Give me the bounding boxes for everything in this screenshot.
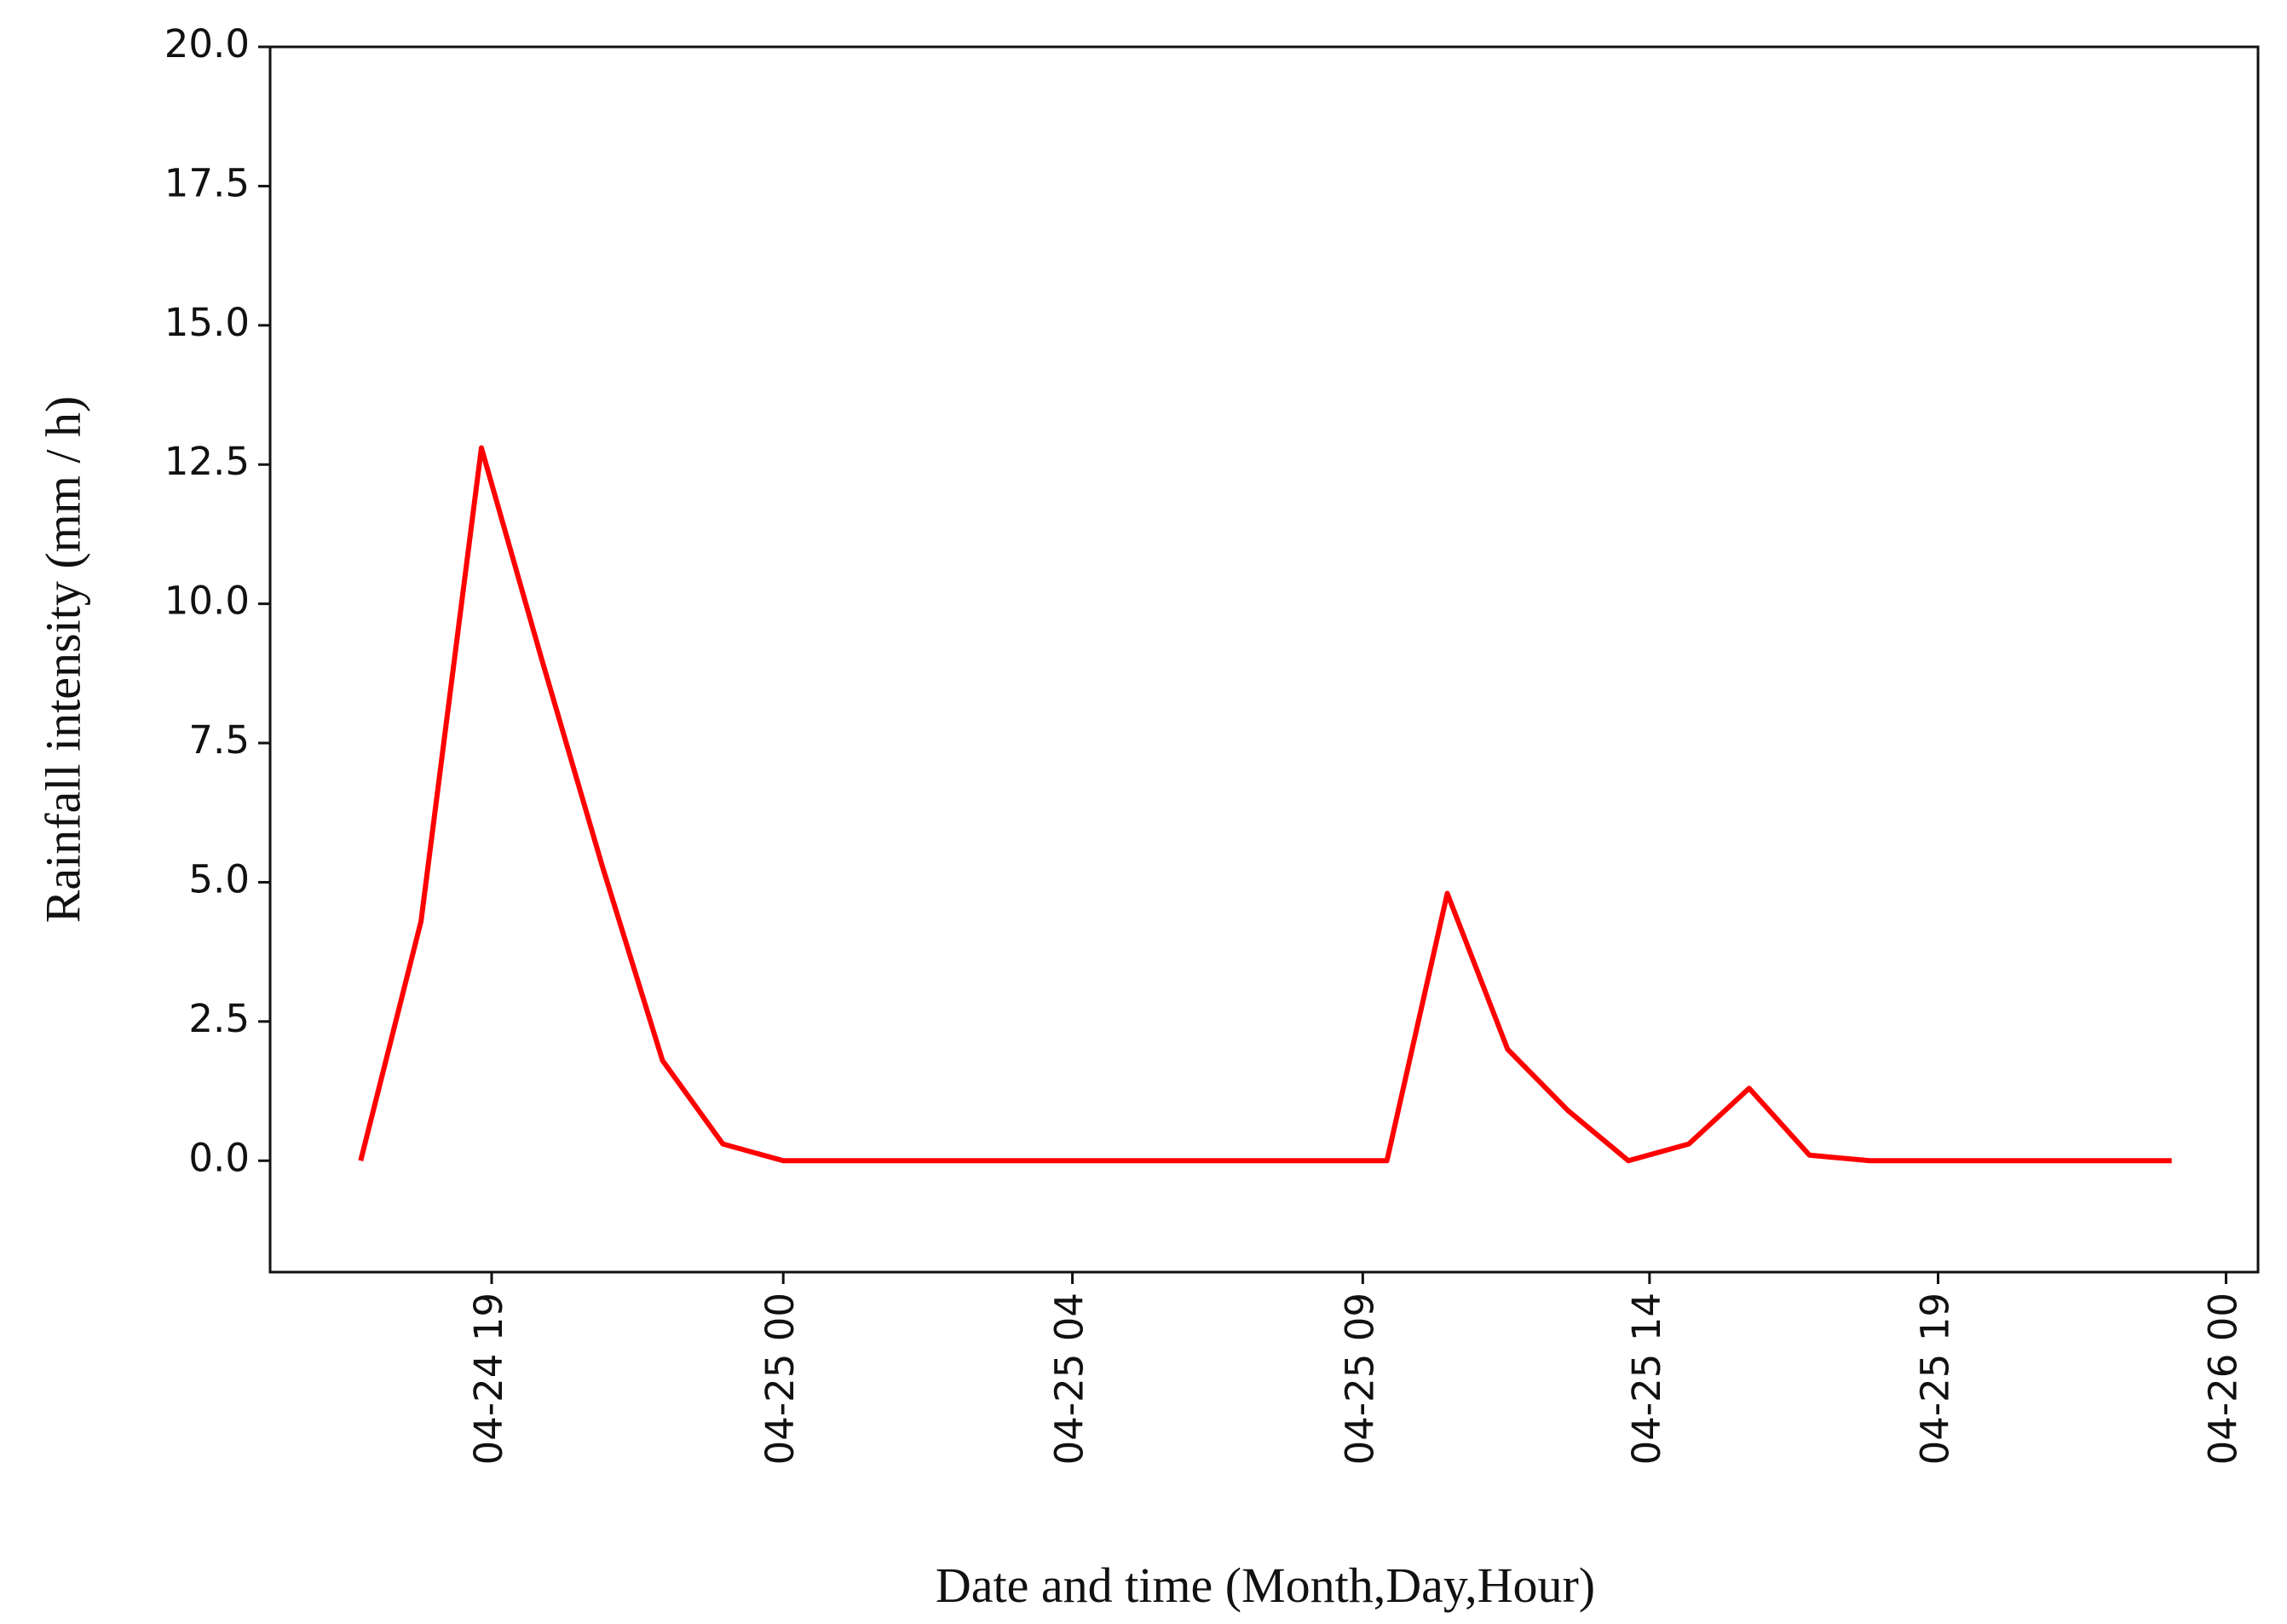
y-tick-label: 12.5 <box>164 439 250 484</box>
x-tick-label: 04-25 00 <box>758 1293 803 1465</box>
x-tick-label: 04-24 19 <box>466 1293 511 1465</box>
y-tick-label: 5.0 <box>188 856 250 901</box>
y-tick-label: 10.0 <box>164 579 250 624</box>
x-tick-label: 04-25 19 <box>1913 1293 1958 1465</box>
y-tick-label: 20.0 <box>164 21 250 66</box>
x-tick-label: 04-25 14 <box>1624 1293 1669 1465</box>
data-line <box>358 445 2172 1164</box>
y-tick-label: 0.0 <box>188 1135 250 1180</box>
x-axis-label: Date and time (Month,Day,Hour) <box>936 1558 1595 1613</box>
x-tick-label: 04-25 04 <box>1047 1293 1092 1465</box>
y-axis-label: Rainfall intensity (mm / h) <box>35 396 90 924</box>
y-tick-label: 17.5 <box>164 160 250 205</box>
x-tick-label: 04-25 09 <box>1337 1293 1382 1465</box>
y-tick-label: 15.0 <box>164 300 250 345</box>
y-tick-label: 2.5 <box>188 996 250 1041</box>
plot-frame <box>268 45 2260 1274</box>
x-tick-label: 04-26 00 <box>2200 1293 2245 1465</box>
y-tick-label: 7.5 <box>188 717 250 763</box>
